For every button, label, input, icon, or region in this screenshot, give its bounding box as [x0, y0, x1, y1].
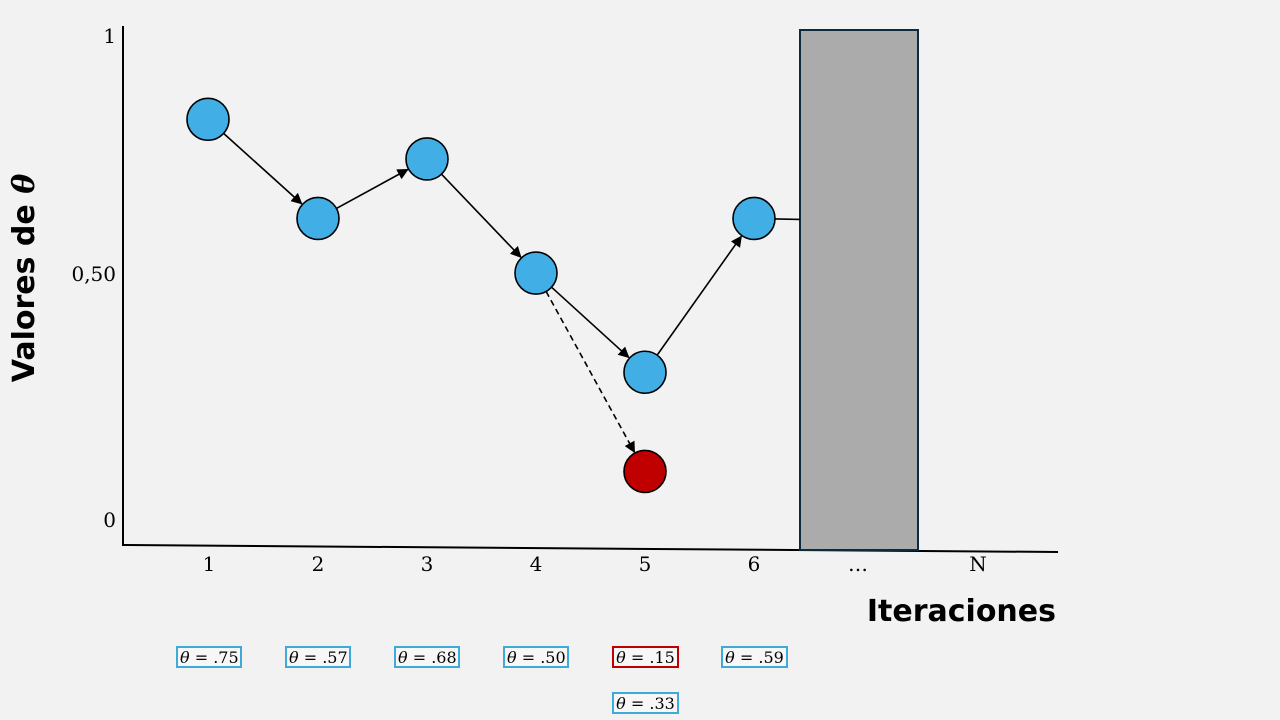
- x-tick-6: 6: [747, 552, 761, 576]
- x-tick-4: 4: [529, 552, 543, 576]
- accepted-point-iter-1: [186, 97, 230, 142]
- y-tick-1: 1: [103, 24, 116, 48]
- accepted-point-iter-4: [514, 251, 558, 295]
- x-tick-3: 3: [420, 552, 434, 576]
- x-tick-5: 5: [638, 552, 652, 576]
- transition-arrow-1-to-2: [223, 132, 303, 205]
- value-box-iter-6: θ = .59: [721, 646, 788, 668]
- value-box-iter-5-accepted: θ = .33: [612, 692, 679, 714]
- y-tick-0: 0: [103, 508, 116, 532]
- transition-arrow-4-to-5: [550, 286, 630, 359]
- accepted-point-iter-6: [732, 196, 776, 241]
- x-tick-ellipsis: …: [848, 552, 868, 576]
- accepted-point-iter-3: [405, 137, 449, 181]
- transition-line-6-to-ellipsis: [774, 218, 801, 221]
- x-tick-n: N: [969, 552, 987, 576]
- x-axis-label: Iteraciones: [866, 594, 1056, 629]
- y-axis-label: Valores de θ: [7, 173, 42, 383]
- value-box-iter-4: θ = .50: [503, 646, 569, 668]
- omitted-iterations-bar: [799, 29, 919, 551]
- x-tick-2: 2: [311, 552, 325, 576]
- value-box-iter-5-rejected: θ = .15: [612, 646, 679, 668]
- rejected-proposal-arrow-5: [545, 291, 636, 454]
- transition-arrow-2-to-3: [336, 168, 409, 210]
- accepted-point-iter-5: [623, 350, 667, 395]
- transition-arrow-5-to-6: [656, 235, 742, 356]
- y-tick-050: 0,50: [71, 262, 116, 286]
- value-box-iter-3: θ = .68: [394, 646, 460, 668]
- accepted-point-iter-2: [296, 196, 340, 241]
- rejected-point-iter-5: [623, 449, 667, 494]
- value-box-iter-1: θ = .75: [176, 646, 242, 668]
- transition-arrow-3-to-4: [440, 173, 522, 258]
- value-box-iter-2: θ = .57: [285, 646, 351, 668]
- x-tick-1: 1: [202, 552, 216, 576]
